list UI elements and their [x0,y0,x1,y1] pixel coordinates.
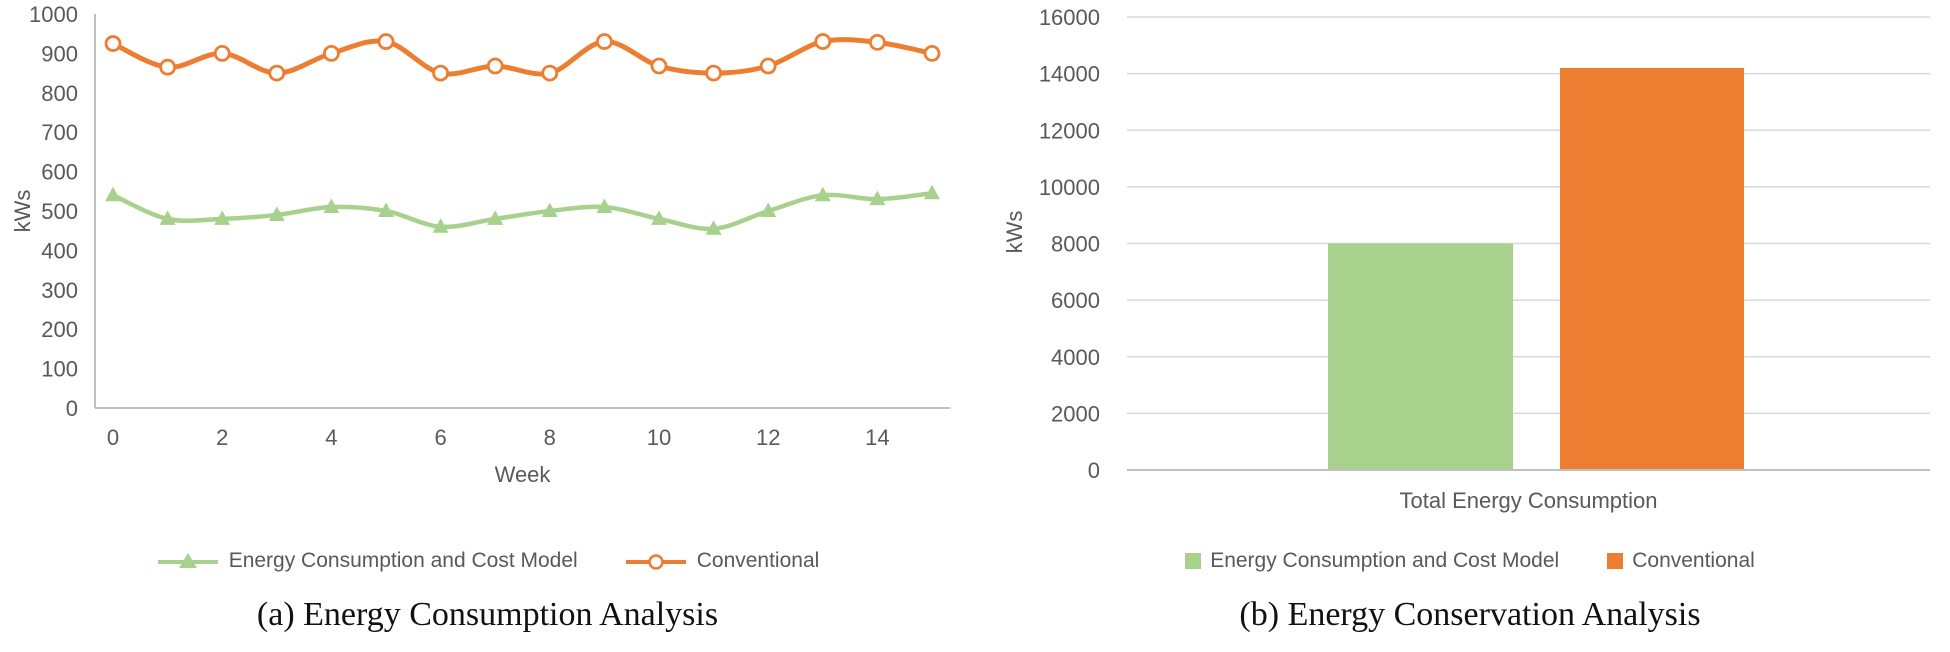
data-point-circle [104,35,122,52]
data-point-circle [213,45,231,62]
data-point-circle [705,64,722,82]
line-chart-legend: Energy Consumption and Cost Model Conven… [0,549,975,573]
data-point-triangle [432,218,449,233]
legend-label-cost-model: Energy Consumption and Cost Model [228,549,578,572]
y-tick-label: 0 [66,396,78,421]
legend-item-cost-model: Energy Consumption and Cost Model [1185,549,1559,573]
data-point-triangle [651,210,667,225]
data-point-circle [814,33,832,50]
panel-energy-consumption: 0 100 200 300 400 500 600 700 800 900 1000 0 2 4 6 8 10 1… [0,2,975,633]
y-tick-label: 600 [41,160,78,185]
y-axis-title: kWs [10,190,35,233]
y-tick-label: 900 [41,41,78,66]
bar-green [1328,243,1513,470]
green-swatch-icon [1185,553,1202,569]
bar-orange [1560,67,1744,471]
x-tick-label: 2 [216,425,228,450]
circle-line-marker-icon [625,554,686,570]
y-tick-label: 4000 [1051,345,1100,370]
legend-label-conventional: Conventional [1632,549,1755,572]
series-line-green [110,191,935,232]
y-tick-label: 16000 [1039,5,1100,30]
data-point-triangle [105,186,121,202]
data-point-triangle [705,220,722,235]
data-point-triangle [159,210,176,225]
data-point-triangle [869,190,886,206]
y-axis-title: kWs [1002,211,1027,254]
data-point-triangle [268,206,285,221]
x-tick-label: 14 [865,425,889,450]
bar-chart-svg: 0 2000 4000 6000 8000 10000 12000 14000 16000 Tot… [1002,5,1930,513]
data-point-triangle [541,202,558,217]
data-point-triangle [760,202,777,217]
caption-b: (b) Energy Conservation Analysis [1239,596,1701,633]
y-tick-label: 400 [41,238,78,263]
y-tick-label: 800 [41,81,78,106]
y-tick-label: 100 [41,357,78,382]
y-tick-label: 200 [41,317,78,342]
y-tick-label: 1000 [29,2,78,27]
legend-label-cost-model: Energy Consumption and Cost Model [1210,549,1560,572]
legend-label-conventional: Conventional [696,549,820,572]
legend-item-conventional: Conventional [1607,549,1755,573]
data-point-circle [650,57,668,75]
x-tick-label: 12 [756,425,780,450]
data-point-circle [432,64,450,82]
y-tick-label: 700 [41,120,78,145]
orange-swatch-icon [1607,553,1624,569]
x-tick-label: 6 [434,425,446,450]
data-point-triangle [487,210,504,225]
y-tick-label: 2000 [1051,401,1100,426]
x-tick-label: 4 [325,425,337,450]
y-tick-label: 12000 [1039,118,1100,143]
bar-chart-legend: Energy Consumption and Cost Model Conven… [990,549,1950,573]
legend-item-cost-model: Energy Consumption and Cost Model [156,549,578,573]
data-point-circle [596,33,613,50]
series-line-orange [110,37,935,77]
data-point-circle [759,57,777,75]
data-point-circle [377,33,395,50]
x-axis-title: Week [495,462,552,487]
data-point-circle [869,33,886,51]
data-point-circle [923,45,941,62]
data-point-triangle [924,184,940,200]
data-point-triangle [378,202,394,217]
panel-energy-conservation: 0 2000 4000 6000 8000 10000 12000 14000 16000 Tot… [990,0,1950,652]
triangle-line-marker-icon [157,553,218,568]
data-point-triangle [323,198,340,214]
x-tick-label: 8 [544,425,556,450]
data-point-circle [322,45,340,62]
y-tick-label: 0 [1088,458,1100,483]
y-tick-label: 8000 [1051,232,1100,257]
y-tick-label: 10000 [1039,175,1100,200]
data-point-triangle [596,198,613,214]
category-label: Total Energy Consumption [1399,488,1657,513]
y-tick-label: 300 [41,278,78,303]
data-point-circle [486,57,504,75]
line-chart-svg: 0 100 200 300 400 500 600 700 800 900 1000 0 2 4 6 8 10 1… [10,2,950,487]
x-tick-label: 0 [107,425,119,450]
data-point-triangle [814,186,831,202]
data-point-triangle [214,210,231,225]
data-point-circle [159,58,177,76]
data-point-circle [541,64,559,82]
legend-item-conventional: Conventional [624,549,820,573]
x-tick-label: 10 [647,425,671,450]
y-tick-label: 500 [41,199,78,224]
data-point-circle [268,64,286,82]
y-tick-label: 6000 [1051,288,1100,313]
y-tick-label: 14000 [1039,62,1100,87]
caption-a: (a) Energy Consumption Analysis [256,596,719,633]
